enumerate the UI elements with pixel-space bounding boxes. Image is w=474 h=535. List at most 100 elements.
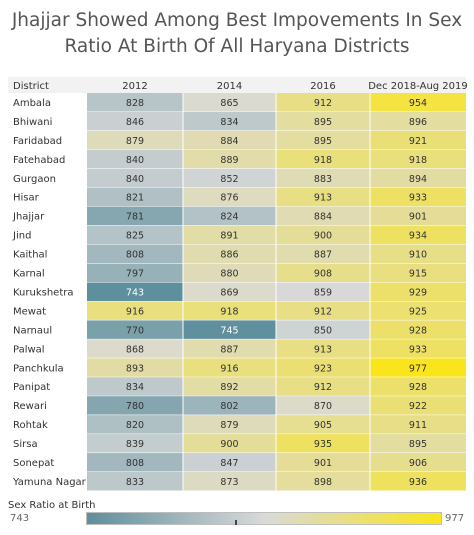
cell-value: 839 xyxy=(126,439,144,450)
heatmap-cell xyxy=(183,130,276,150)
heatmap-cell xyxy=(276,282,370,302)
cell-value: 879 xyxy=(126,136,144,147)
heatmap-cell xyxy=(276,187,370,207)
heatmap-cell xyxy=(87,377,183,397)
heatmap-cell xyxy=(87,358,183,378)
heatmap-cell xyxy=(183,206,276,226)
heatmap-cell xyxy=(183,472,276,491)
heatmap-cell xyxy=(183,263,276,283)
heatmap-cell xyxy=(370,111,466,131)
heatmap-cell xyxy=(87,263,183,283)
heatmap-cell xyxy=(370,339,466,359)
legend-min-label: 743 xyxy=(10,513,30,524)
cell-value: 833 xyxy=(126,477,144,488)
cell-value: 898 xyxy=(314,477,332,488)
cell-value: 934 xyxy=(409,231,427,242)
cell-value: 894 xyxy=(409,174,427,185)
heatmap-cell xyxy=(87,453,183,472)
heatmap-cell xyxy=(276,358,370,378)
heatmap-cell xyxy=(87,339,183,359)
cell-value: 870 xyxy=(314,401,332,412)
cell-value: 928 xyxy=(409,382,427,393)
cell-value: 883 xyxy=(314,174,332,185)
heatmap-cell xyxy=(276,415,370,435)
heatmap-chart: District 2012 2014 2016 Dec 2018-Aug 2019 Amb… xyxy=(8,77,468,492)
cell-value: 797 xyxy=(126,269,144,280)
heatmap-cell xyxy=(370,149,466,169)
cell-value: 852 xyxy=(220,174,238,185)
cell-value: 916 xyxy=(126,306,144,317)
heatmap-cell xyxy=(183,168,276,188)
heatmap-cell xyxy=(87,187,183,207)
column-header: 2014 xyxy=(217,81,242,92)
row-label: Gurgaon xyxy=(13,174,56,185)
cell-value: 802 xyxy=(220,401,238,412)
heatmap-cell xyxy=(370,396,466,416)
heatmap-cell xyxy=(370,415,466,435)
cell-value: 905 xyxy=(314,420,332,431)
column-header: 2016 xyxy=(310,81,335,92)
heatmap-cell xyxy=(370,453,466,472)
cell-value: 895 xyxy=(314,117,332,128)
cell-value: 900 xyxy=(314,231,332,242)
heatmap-cell xyxy=(87,472,183,491)
heatmap-cell xyxy=(370,472,466,491)
cell-value: 820 xyxy=(126,420,144,431)
heatmap-cell xyxy=(370,434,466,454)
legend-midpoint-tick xyxy=(235,520,237,525)
legend-max-label: 977 xyxy=(445,513,465,524)
row-label: Faridabad xyxy=(13,136,62,147)
row-label: Rohtak xyxy=(13,420,48,431)
column-header: Dec 2018-Aug 2019 xyxy=(368,81,468,92)
cell-value: 886 xyxy=(220,250,238,261)
heatmap-cell xyxy=(183,93,276,112)
heatmap-cell xyxy=(87,396,183,416)
cell-value: 850 xyxy=(314,325,332,336)
row-label: Sonepat xyxy=(13,458,54,469)
heatmap-cell xyxy=(370,263,466,283)
cell-value: 847 xyxy=(220,458,238,469)
cell-value: 840 xyxy=(126,155,144,166)
heatmap-cell xyxy=(370,93,466,112)
cell-value: 780 xyxy=(126,401,144,412)
cell-value: 912 xyxy=(314,98,332,109)
heatmap-cell xyxy=(276,434,370,454)
cell-value: 846 xyxy=(126,117,144,128)
heatmap-cell xyxy=(370,244,466,264)
heatmap-cell xyxy=(183,377,276,397)
row-label: Panipat xyxy=(13,382,50,393)
cell-value: 915 xyxy=(409,269,427,280)
cell-value: 891 xyxy=(220,231,238,242)
heatmap-cell xyxy=(183,453,276,472)
cell-value: 879 xyxy=(220,420,238,431)
cell-value: 913 xyxy=(314,344,332,355)
cell-value: 901 xyxy=(409,212,427,223)
heatmap-cell xyxy=(276,472,370,491)
heatmap-cell xyxy=(87,149,183,169)
cell-value: 834 xyxy=(220,117,238,128)
row-label: Kaithal xyxy=(13,250,47,261)
cell-value: 880 xyxy=(220,269,238,280)
cell-value: 895 xyxy=(409,439,427,450)
row-label: Kurukshetra xyxy=(13,287,74,298)
heatmap-cell xyxy=(370,187,466,207)
cell-value: 873 xyxy=(220,477,238,488)
heatmap-cell xyxy=(276,93,370,112)
cell-value: 828 xyxy=(126,98,144,109)
row-label: Jind xyxy=(12,231,31,242)
cell-value: 954 xyxy=(409,98,427,109)
heatmap-cell xyxy=(370,320,466,340)
row-label: Narnaul xyxy=(13,325,52,336)
heatmap-cell xyxy=(183,282,276,302)
heatmap-cell xyxy=(370,225,466,245)
heatmap-cell xyxy=(370,301,466,321)
cell-value: 933 xyxy=(409,193,427,204)
heatmap-cell xyxy=(183,111,276,131)
row-label: Bhiwani xyxy=(13,117,52,128)
heatmap-cell xyxy=(87,415,183,435)
legend-title: Sex Ratio at Birth xyxy=(8,500,96,511)
cell-value: 925 xyxy=(409,306,427,317)
cell-value: 825 xyxy=(126,231,144,242)
heatmap-cell xyxy=(370,130,466,150)
cell-value: 935 xyxy=(314,439,332,450)
